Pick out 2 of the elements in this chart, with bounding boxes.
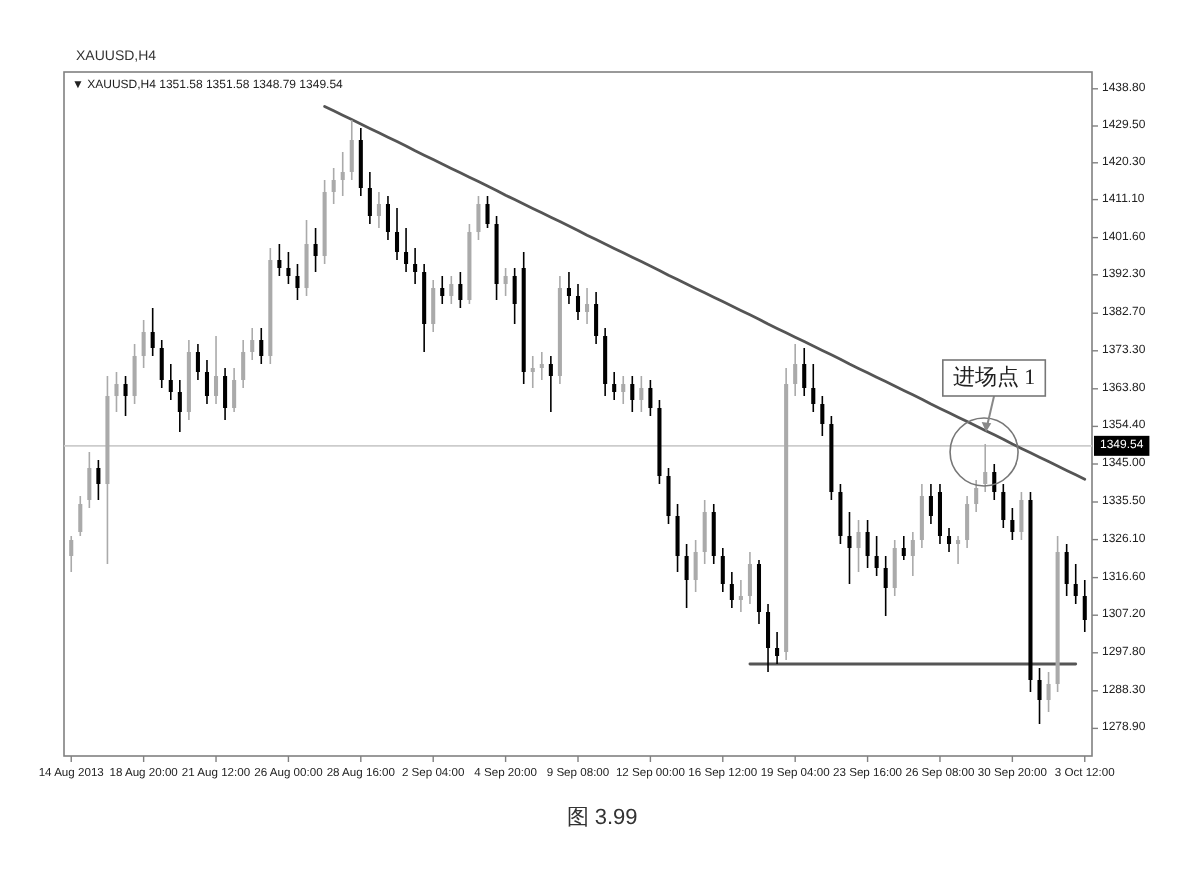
annotation: 进场点 1 (952, 366, 1036, 390)
caption: 图 3.99 (566, 806, 638, 830)
